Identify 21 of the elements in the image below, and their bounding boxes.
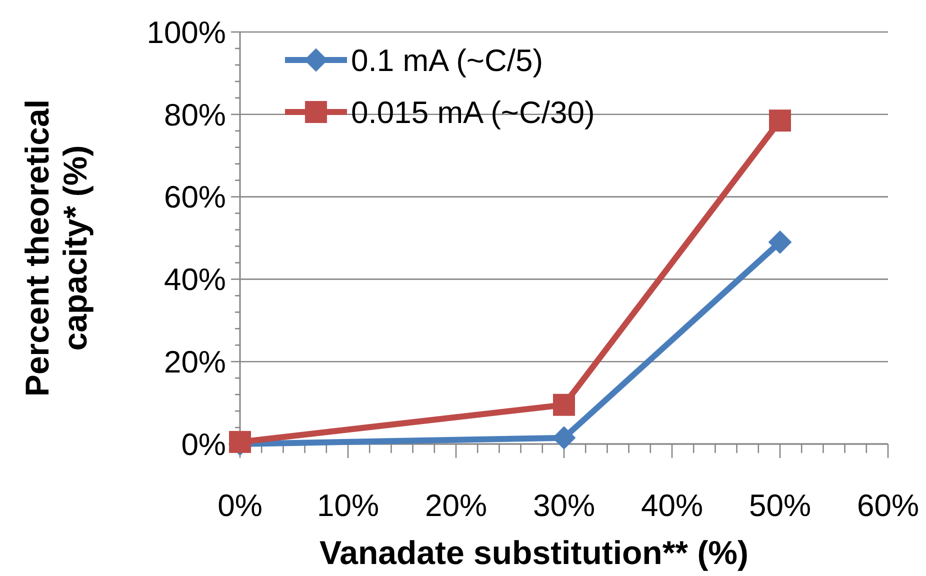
- y-tick-label: 20%: [164, 344, 226, 380]
- point: [769, 110, 791, 132]
- legend-label: 0.1 mA (~C/5): [351, 42, 544, 78]
- y-tick-label: 60%: [164, 180, 226, 215]
- point: [229, 430, 251, 453]
- x-tick-label: 50%: [748, 488, 812, 523]
- x-tick-label: 0%: [218, 488, 262, 523]
- point: [553, 394, 575, 416]
- x-tick-label: 10%: [316, 488, 380, 523]
- y-tick-label: 100%: [146, 14, 226, 50]
- x-axis-title: Vanadate substitution** (%): [319, 534, 749, 571]
- y-tick-label: 0%: [181, 426, 226, 462]
- legend-label: 0.015 mA (~C/30): [351, 94, 595, 130]
- y-axis-title: Percent theoretical capacity* (%): [18, 99, 94, 397]
- x-tick-label: 20%: [424, 488, 488, 523]
- x-tick-label: 40%: [640, 488, 704, 523]
- x-tick-label: 30%: [532, 488, 596, 523]
- x-tick-label: 60%: [856, 488, 920, 523]
- y-tick-label: 40%: [164, 262, 226, 298]
- point: [768, 230, 792, 254]
- y-tick-label: 80%: [164, 97, 226, 132]
